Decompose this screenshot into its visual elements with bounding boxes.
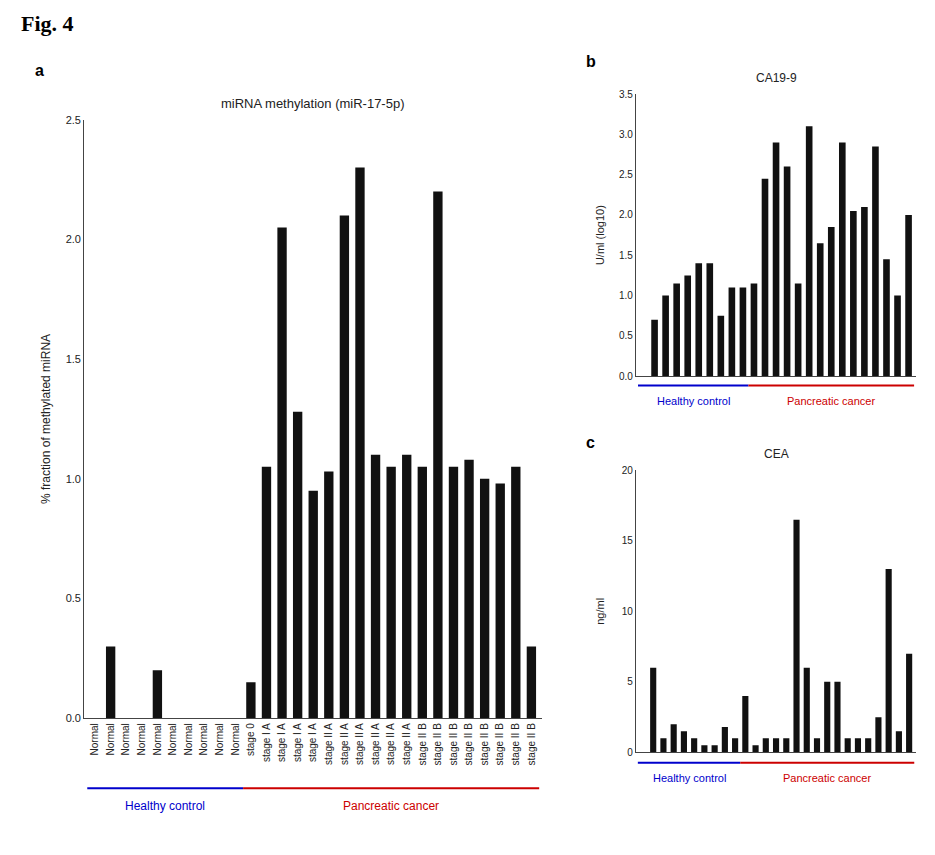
svg-text:0.5: 0.5: [619, 330, 633, 341]
svg-text:Healthy control: Healthy control: [653, 772, 726, 784]
svg-text:stage II B: stage II B: [463, 723, 474, 766]
svg-text:U/ml (log10): U/ml (log10): [594, 205, 606, 265]
svg-text:0.0: 0.0: [619, 371, 633, 382]
svg-text:10: 10: [622, 606, 634, 617]
svg-text:stage II A: stage II A: [354, 723, 365, 765]
svg-text:CEA: CEA: [764, 447, 789, 461]
svg-text:Normal: Normal: [105, 723, 116, 755]
svg-text:Normal: Normal: [120, 723, 131, 755]
svg-text:1.0: 1.0: [66, 473, 81, 485]
svg-text:2.5: 2.5: [619, 169, 633, 180]
svg-text:Pancreatic cancer: Pancreatic cancer: [343, 799, 439, 813]
svg-text:1.5: 1.5: [66, 353, 81, 365]
svg-text:CA19-9: CA19-9: [756, 71, 797, 85]
svg-text:3.0: 3.0: [619, 129, 633, 140]
svg-text:0.5: 0.5: [66, 592, 81, 604]
svg-text:stage II A: stage II A: [401, 723, 412, 765]
svg-text:miRNA methylation (miR-17-5p): miRNA methylation (miR-17-5p): [221, 96, 405, 111]
svg-text:Fig. 4: Fig. 4: [21, 11, 74, 36]
svg-text:Pancreatic cancer: Pancreatic cancer: [783, 772, 871, 784]
svg-text:Pancreatic cancer: Pancreatic cancer: [787, 395, 875, 407]
svg-text:stage I A: stage I A: [292, 723, 303, 762]
svg-text:stage II B: stage II B: [479, 723, 490, 766]
svg-text:Normal: Normal: [214, 723, 225, 755]
svg-text:Normal: Normal: [230, 723, 241, 755]
svg-text:1.0: 1.0: [619, 290, 633, 301]
svg-text:Healthy control: Healthy control: [657, 395, 730, 407]
svg-text:a: a: [35, 62, 44, 79]
svg-text:stage II A: stage II A: [385, 723, 396, 765]
svg-text:ng/ml: ng/ml: [594, 598, 606, 625]
svg-text:2.5: 2.5: [66, 114, 81, 126]
svg-text:Normal: Normal: [198, 723, 209, 755]
svg-text:stage II B: stage II B: [526, 723, 537, 766]
svg-text:20: 20: [622, 465, 634, 476]
svg-text:Normal: Normal: [89, 723, 100, 755]
svg-text:b: b: [586, 53, 596, 70]
svg-text:3.5: 3.5: [619, 89, 633, 100]
svg-text:Normal: Normal: [136, 723, 147, 755]
svg-text:2.0: 2.0: [66, 233, 81, 245]
svg-text:stage II A: stage II A: [323, 723, 334, 765]
svg-text:stage II B: stage II B: [448, 723, 459, 766]
svg-text:2.0: 2.0: [619, 209, 633, 220]
svg-text:Normal: Normal: [167, 723, 178, 755]
svg-text:5: 5: [627, 676, 633, 687]
svg-text:0: 0: [627, 747, 633, 758]
svg-text:stage II B: stage II B: [432, 723, 443, 766]
svg-text:% fraction of methylated miRNA: % fraction of methylated miRNA: [39, 334, 53, 504]
svg-text:stage II A: stage II A: [370, 723, 381, 765]
svg-text:stage II B: stage II B: [494, 723, 505, 766]
svg-text:stage II B: stage II B: [510, 723, 521, 766]
svg-text:1.5: 1.5: [619, 250, 633, 261]
svg-text:stage II A: stage II A: [339, 723, 350, 765]
svg-text:Healthy control: Healthy control: [125, 799, 205, 813]
svg-text:15: 15: [622, 535, 634, 546]
svg-text:0.0: 0.0: [66, 712, 81, 724]
svg-text:stage 0: stage 0: [245, 723, 256, 756]
svg-text:Normal: Normal: [183, 723, 194, 755]
svg-text:stage II B: stage II B: [417, 723, 428, 766]
svg-text:stage I A: stage I A: [307, 723, 318, 762]
svg-text:c: c: [586, 434, 595, 451]
svg-text:stage I A: stage I A: [276, 723, 287, 762]
svg-text:Normal: Normal: [152, 723, 163, 755]
svg-text:stage I A: stage I A: [261, 723, 272, 762]
